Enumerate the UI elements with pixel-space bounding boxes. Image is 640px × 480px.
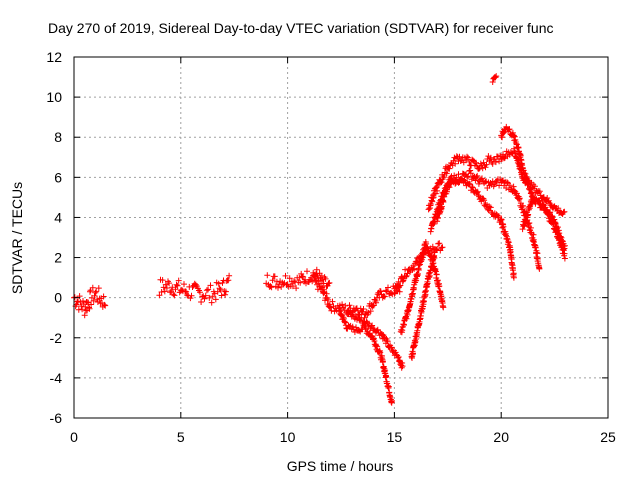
- chart-title: Day 270 of 2019, Sidereal Day-to-day VTE…: [48, 20, 554, 36]
- y-tick-label: 10: [46, 89, 62, 105]
- data-series-segment: [434, 167, 543, 272]
- y-tick-label: -6: [50, 410, 63, 426]
- data-series-segment: [344, 309, 406, 371]
- y-tick-label: 2: [54, 250, 62, 266]
- y-tick-label: -4: [50, 370, 63, 386]
- data-series-segment: [71, 284, 109, 319]
- data-series-segment: [427, 172, 517, 281]
- plot-border: [73, 56, 609, 419]
- x-tick-label: 15: [387, 429, 403, 445]
- data-series-segment: [263, 266, 333, 292]
- data-series-segment: [408, 249, 438, 361]
- data-series-segment: [310, 272, 403, 321]
- y-axis-label: SDTVAR / TECUs: [9, 182, 25, 294]
- x-tick-label: 25: [600, 429, 616, 445]
- y-tick-label: -2: [50, 330, 63, 346]
- x-tick-label: 20: [493, 429, 509, 445]
- data-series-segment: [489, 73, 500, 85]
- x-tick-label: 10: [280, 429, 296, 445]
- data-series-segment: [423, 243, 447, 311]
- y-tick-label: 12: [46, 49, 62, 65]
- x-axis-label: GPS time / hours: [287, 458, 394, 474]
- y-tick-label: 0: [54, 290, 62, 306]
- x-tick-label: 5: [177, 429, 185, 445]
- y-tick-label: 6: [54, 169, 62, 185]
- data-series-segment: [519, 192, 568, 262]
- data-series-segment: [335, 305, 395, 406]
- grid-lines: [74, 57, 608, 418]
- data-points: [71, 73, 568, 406]
- data-series-segment: [156, 272, 233, 306]
- axis-ticks: 0 5 10 15 20 25 -6 -4 -2 0 2 4 6 8 10 12: [46, 49, 616, 445]
- y-tick-label: 8: [54, 129, 62, 145]
- x-tick-label: 0: [70, 429, 78, 445]
- data-series-segment: [397, 239, 430, 336]
- y-tick-label: 4: [54, 209, 62, 225]
- data-series-segment: [425, 153, 491, 213]
